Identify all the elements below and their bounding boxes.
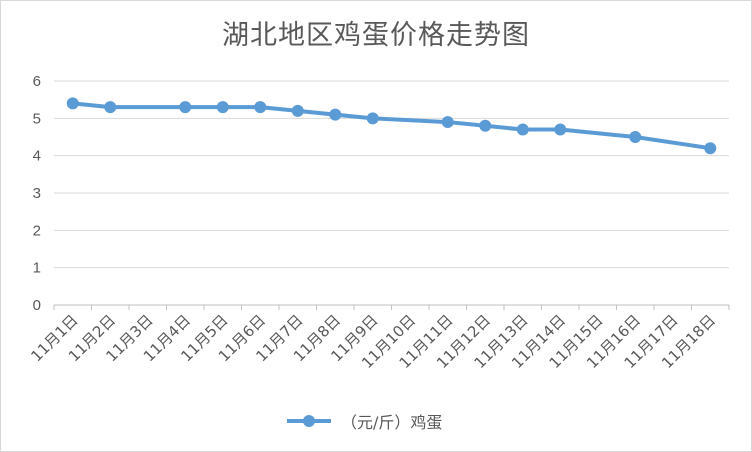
data-point <box>516 123 529 136</box>
legend: （元/斤）鸡蛋 <box>287 409 442 433</box>
y-tick-label: 3 <box>33 185 41 202</box>
data-point <box>366 112 379 125</box>
data-point <box>479 119 492 132</box>
data-point <box>66 97 79 110</box>
y-tick-label: 2 <box>33 222 41 239</box>
legend-series-label: （元/斤）鸡蛋 <box>341 413 443 432</box>
y-tick-label: 6 <box>33 73 41 90</box>
chart-title: 湖北地区鸡蛋价格走势图 <box>222 20 530 51</box>
data-point <box>216 101 229 114</box>
legend-series-marker <box>287 409 331 433</box>
data-point <box>104 101 117 114</box>
y-tick-label: 1 <box>33 260 41 277</box>
data-point <box>329 108 342 121</box>
series-line <box>72 101 711 151</box>
data-point <box>291 104 304 117</box>
y-tick-label: 5 <box>33 110 41 127</box>
y-tick-label: 4 <box>33 148 41 165</box>
data-point <box>441 116 454 129</box>
y-tick-label: 0 <box>33 297 41 314</box>
data-point <box>554 123 567 136</box>
data-point <box>254 101 267 114</box>
data-point <box>629 131 642 143</box>
data-point <box>179 101 192 114</box>
data-point <box>704 142 717 155</box>
